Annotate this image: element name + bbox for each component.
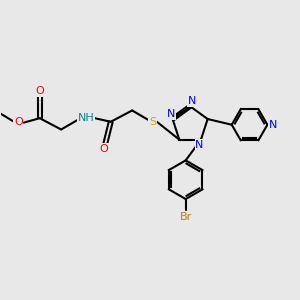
Text: O: O xyxy=(35,86,44,96)
Text: O: O xyxy=(100,143,108,154)
Text: Br: Br xyxy=(179,212,192,222)
Text: N: N xyxy=(268,120,277,130)
Text: S: S xyxy=(149,117,156,128)
Text: O: O xyxy=(14,117,23,127)
Text: N: N xyxy=(195,140,204,150)
Text: N: N xyxy=(167,109,175,119)
Text: N: N xyxy=(188,96,196,106)
Text: NH: NH xyxy=(78,112,95,123)
